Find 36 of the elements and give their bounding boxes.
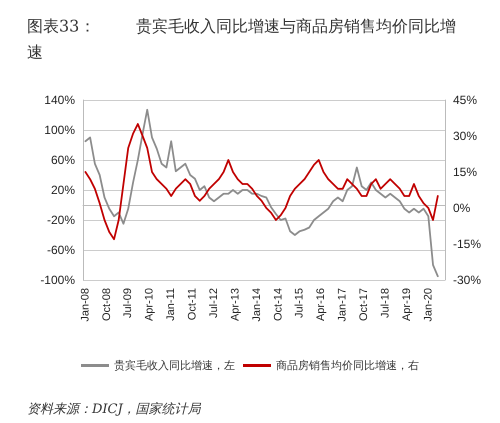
x-tick-label: Jul-18 xyxy=(379,288,392,318)
x-tick-label: Oct-08 xyxy=(100,288,113,322)
y-tick-label: -60% xyxy=(46,243,76,257)
y-tick-label: 60% xyxy=(50,153,76,167)
x-tick-label: Apr-16 xyxy=(315,288,328,322)
y2-tick-label: -30% xyxy=(453,273,482,287)
x-tick-label: Jan-20 xyxy=(422,288,434,322)
x-tick-label: Apr-10 xyxy=(144,288,156,322)
line-series xyxy=(84,108,439,278)
x-tick-label: Oct-11 xyxy=(186,288,199,320)
x-tick-label: Jul-12 xyxy=(208,288,220,318)
y2-tick-label: -15% xyxy=(453,237,482,251)
x-tick-label: Oct-17 xyxy=(358,288,370,322)
text: 资料来源：DICJ，国家统计局 xyxy=(27,401,202,417)
y-tick-label: 20% xyxy=(50,183,76,197)
x-tick-label: Apr-19 xyxy=(400,288,413,322)
legend-label: 贵宾毛收入同比增速，左 xyxy=(114,359,235,372)
x-tick-label: Jan-14 xyxy=(250,288,263,322)
y2-tick-label: 0% xyxy=(453,201,471,215)
y2-tick-label: 30% xyxy=(453,129,478,143)
x-tick-label: Jan-17 xyxy=(336,288,349,322)
y-tick-label: -20% xyxy=(46,213,76,227)
x-tick-label: Jul-15 xyxy=(294,288,306,318)
y-tick-label: 100% xyxy=(44,123,76,137)
x-tick-label: Jan-08 xyxy=(79,288,92,322)
legend-label: 商品房销售均价同比增速，右 xyxy=(276,359,419,372)
x-tick-label: Jul-09 xyxy=(122,288,134,318)
line-series xyxy=(84,123,439,240)
x-tick-label: Apr-13 xyxy=(229,288,242,322)
y-tick-label: 140% xyxy=(44,93,76,107)
y-tick-label: -100% xyxy=(40,273,76,287)
y2-tick-label: 15% xyxy=(453,165,478,179)
x-tick-label: Jan-11 xyxy=(165,288,178,321)
y2-tick-label: 45% xyxy=(453,93,478,107)
x-tick-label: Oct-14 xyxy=(272,288,284,322)
chart-title: 图表33： 贵宾毛收入同比增速与商品房销售均价同比增速 xyxy=(27,16,456,62)
